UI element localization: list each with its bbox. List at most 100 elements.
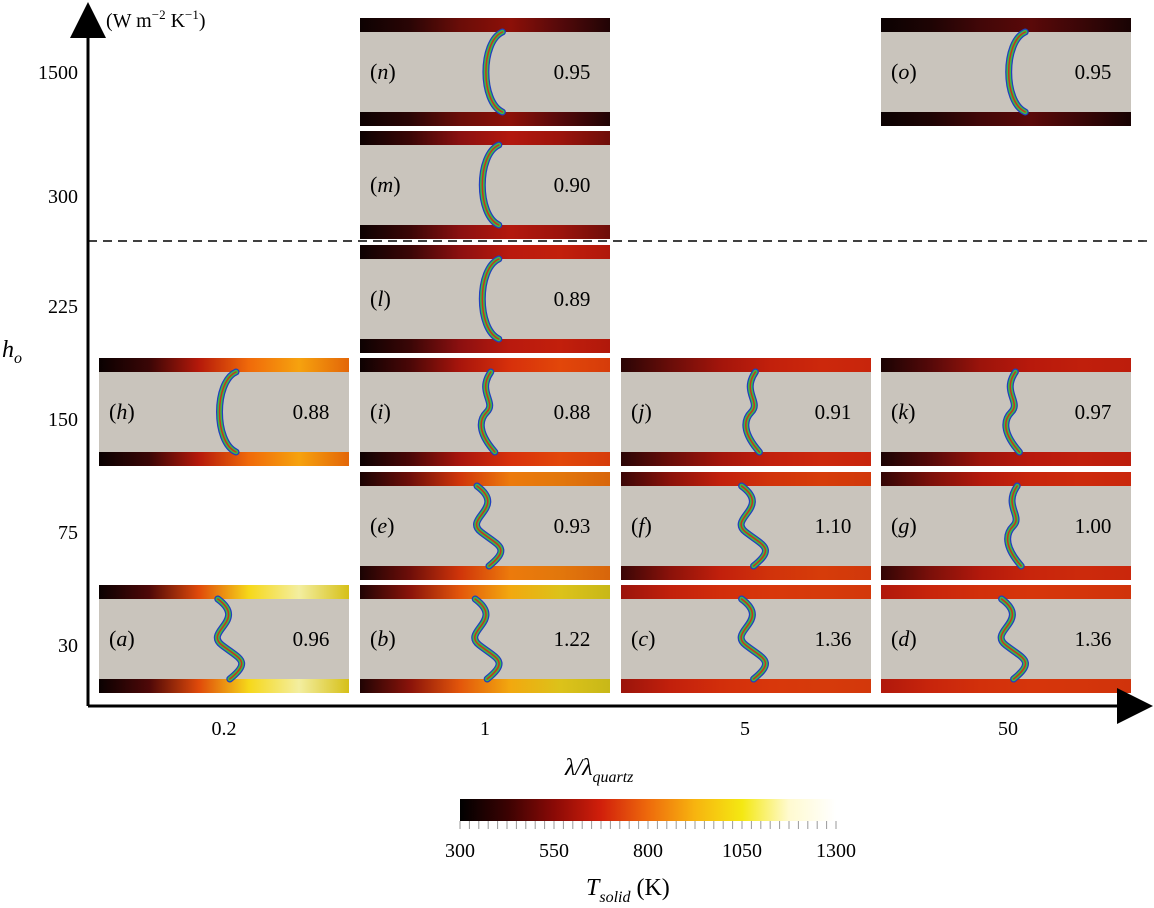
panel-h-interface-core [218, 371, 237, 453]
panel-j-value: 0.91 [815, 400, 852, 424]
panel-o-top-wall [881, 18, 1131, 32]
y-tick-label: 30 [58, 635, 78, 657]
panel-e-value: 0.93 [554, 514, 591, 538]
panel-d-interface-core [1000, 598, 1027, 680]
colorbar-ticks: 300 550 800 1050 1300 [445, 840, 856, 862]
panel-k-interface-core [1005, 371, 1021, 453]
panel-o-value: 0.95 [1075, 60, 1112, 84]
panel-f: (f) 1.10 [621, 472, 871, 580]
panel-i-value: 0.88 [554, 400, 591, 424]
y-axis-label: ho [2, 337, 22, 367]
panel-n: (n) 0.95 [360, 18, 610, 126]
panel-k-value: 0.97 [1075, 400, 1112, 424]
panel-d-label: (d) [891, 626, 917, 651]
panel-k: (k) 0.97 [881, 358, 1131, 466]
panel-h-bottom-wall [99, 452, 349, 466]
panel-n-top-wall [360, 18, 610, 32]
y-tick-label: 225 [48, 296, 78, 318]
colorbar-tick-label: 800 [633, 840, 663, 862]
panel-i-top-wall [360, 358, 610, 372]
panel-n-bottom-wall [360, 112, 610, 126]
panel-f-channel [621, 486, 871, 566]
panel-j-interface-core [745, 371, 761, 453]
panel-a: (a) 0.96 [99, 585, 349, 693]
panel-b-bottom-wall [360, 679, 610, 693]
panel-b-label: (b) [370, 626, 396, 651]
panel-m-interface-core [481, 144, 500, 226]
panel-g-interface-core [1006, 485, 1022, 567]
panel-l: (l) 0.89 [360, 245, 610, 353]
panel-l-interface-core [481, 258, 500, 340]
panel-g-channel [881, 486, 1131, 566]
panel-a-channel [99, 599, 349, 679]
panel-f-bottom-wall [621, 566, 871, 580]
panel-e-top-wall [360, 472, 610, 486]
panel-k-bottom-wall [881, 452, 1131, 466]
panel-d-channel [881, 599, 1131, 679]
panel-g-top-wall [881, 472, 1131, 486]
panel-b-top-wall [360, 585, 610, 599]
panel-a-value: 0.96 [293, 627, 330, 651]
panel-f-top-wall [621, 472, 871, 486]
panel-o: (o) 0.95 [881, 18, 1131, 126]
panel-a-interface-core [216, 598, 243, 680]
panel-j-top-wall [621, 358, 871, 372]
panel-d-bottom-wall [881, 679, 1131, 693]
panel-o-label: (o) [891, 59, 917, 84]
colorbar-tick-label: 1300 [816, 840, 856, 862]
panel-c-label: (c) [631, 626, 655, 651]
panel-d-top-wall [881, 585, 1131, 599]
colorbar-label: Tsolid (K) [586, 875, 670, 906]
panel-m-top-wall [360, 131, 610, 145]
panel-c-interface-core [740, 598, 767, 680]
panel-e: (e) 0.93 [360, 472, 610, 580]
panel-e-label: (e) [370, 513, 394, 538]
panels-grid: (n) 0.95 (o) 0.95 (m) 0.90 (l) 0.89 (h) 0.88 (i) 0.… [99, 18, 1131, 693]
panel-h-top-wall [99, 358, 349, 372]
panel-c-channel [621, 599, 871, 679]
colorbar-tick-label: 1050 [722, 840, 762, 862]
panel-e-bottom-wall [360, 566, 610, 580]
panel-o-bottom-wall [881, 112, 1131, 126]
panel-e-interface-core [475, 485, 502, 567]
panel-a-label: (a) [109, 626, 135, 651]
colorbar-minor-ticks [459, 821, 837, 829]
panel-n-label: (n) [370, 59, 396, 84]
panel-i-interface-core [480, 371, 496, 453]
panel-l-bottom-wall [360, 339, 610, 353]
panel-d-value: 1.36 [1075, 627, 1112, 651]
panel-l-label: (l) [370, 286, 391, 311]
panel-j-bottom-wall [621, 452, 871, 466]
panel-j: (j) 0.91 [621, 358, 871, 466]
panel-i: (i) 0.88 [360, 358, 610, 466]
y-tick-label: 75 [58, 522, 78, 544]
panel-c: (c) 1.36 [621, 585, 871, 693]
panel-i-bottom-wall [360, 452, 610, 466]
colorbar [460, 799, 836, 821]
panel-g: (g) 1.00 [881, 472, 1131, 580]
panel-i-label: (i) [370, 399, 391, 424]
panel-b-value: 1.22 [554, 627, 591, 651]
panel-l-value: 0.89 [554, 287, 591, 311]
panel-b-interface-core [473, 598, 500, 680]
panel-m-bottom-wall [360, 225, 610, 239]
panel-f-value: 1.10 [815, 514, 852, 538]
panel-k-label: (k) [891, 399, 915, 424]
panel-a-top-wall [99, 585, 349, 599]
y-ticks: 1500 300 225 150 75 30 [38, 62, 78, 657]
x-tick-label: 5 [740, 718, 750, 740]
panel-g-value: 1.00 [1075, 514, 1112, 538]
panel-b: (b) 1.22 [360, 585, 610, 693]
panel-h-label: (h) [109, 399, 135, 424]
panel-c-bottom-wall [621, 679, 871, 693]
panel-o-interface-core [1008, 31, 1026, 113]
panel-a-bottom-wall [99, 679, 349, 693]
panel-f-label: (f) [631, 513, 652, 538]
y-axis-unit: (W m−2 K−1) [106, 7, 206, 32]
panel-f-interface-core [740, 485, 767, 567]
panel-n-interface-core [485, 31, 504, 113]
panel-g-bottom-wall [881, 566, 1131, 580]
panel-d: (d) 1.36 [881, 585, 1131, 693]
y-tick-label: 1500 [38, 62, 78, 84]
